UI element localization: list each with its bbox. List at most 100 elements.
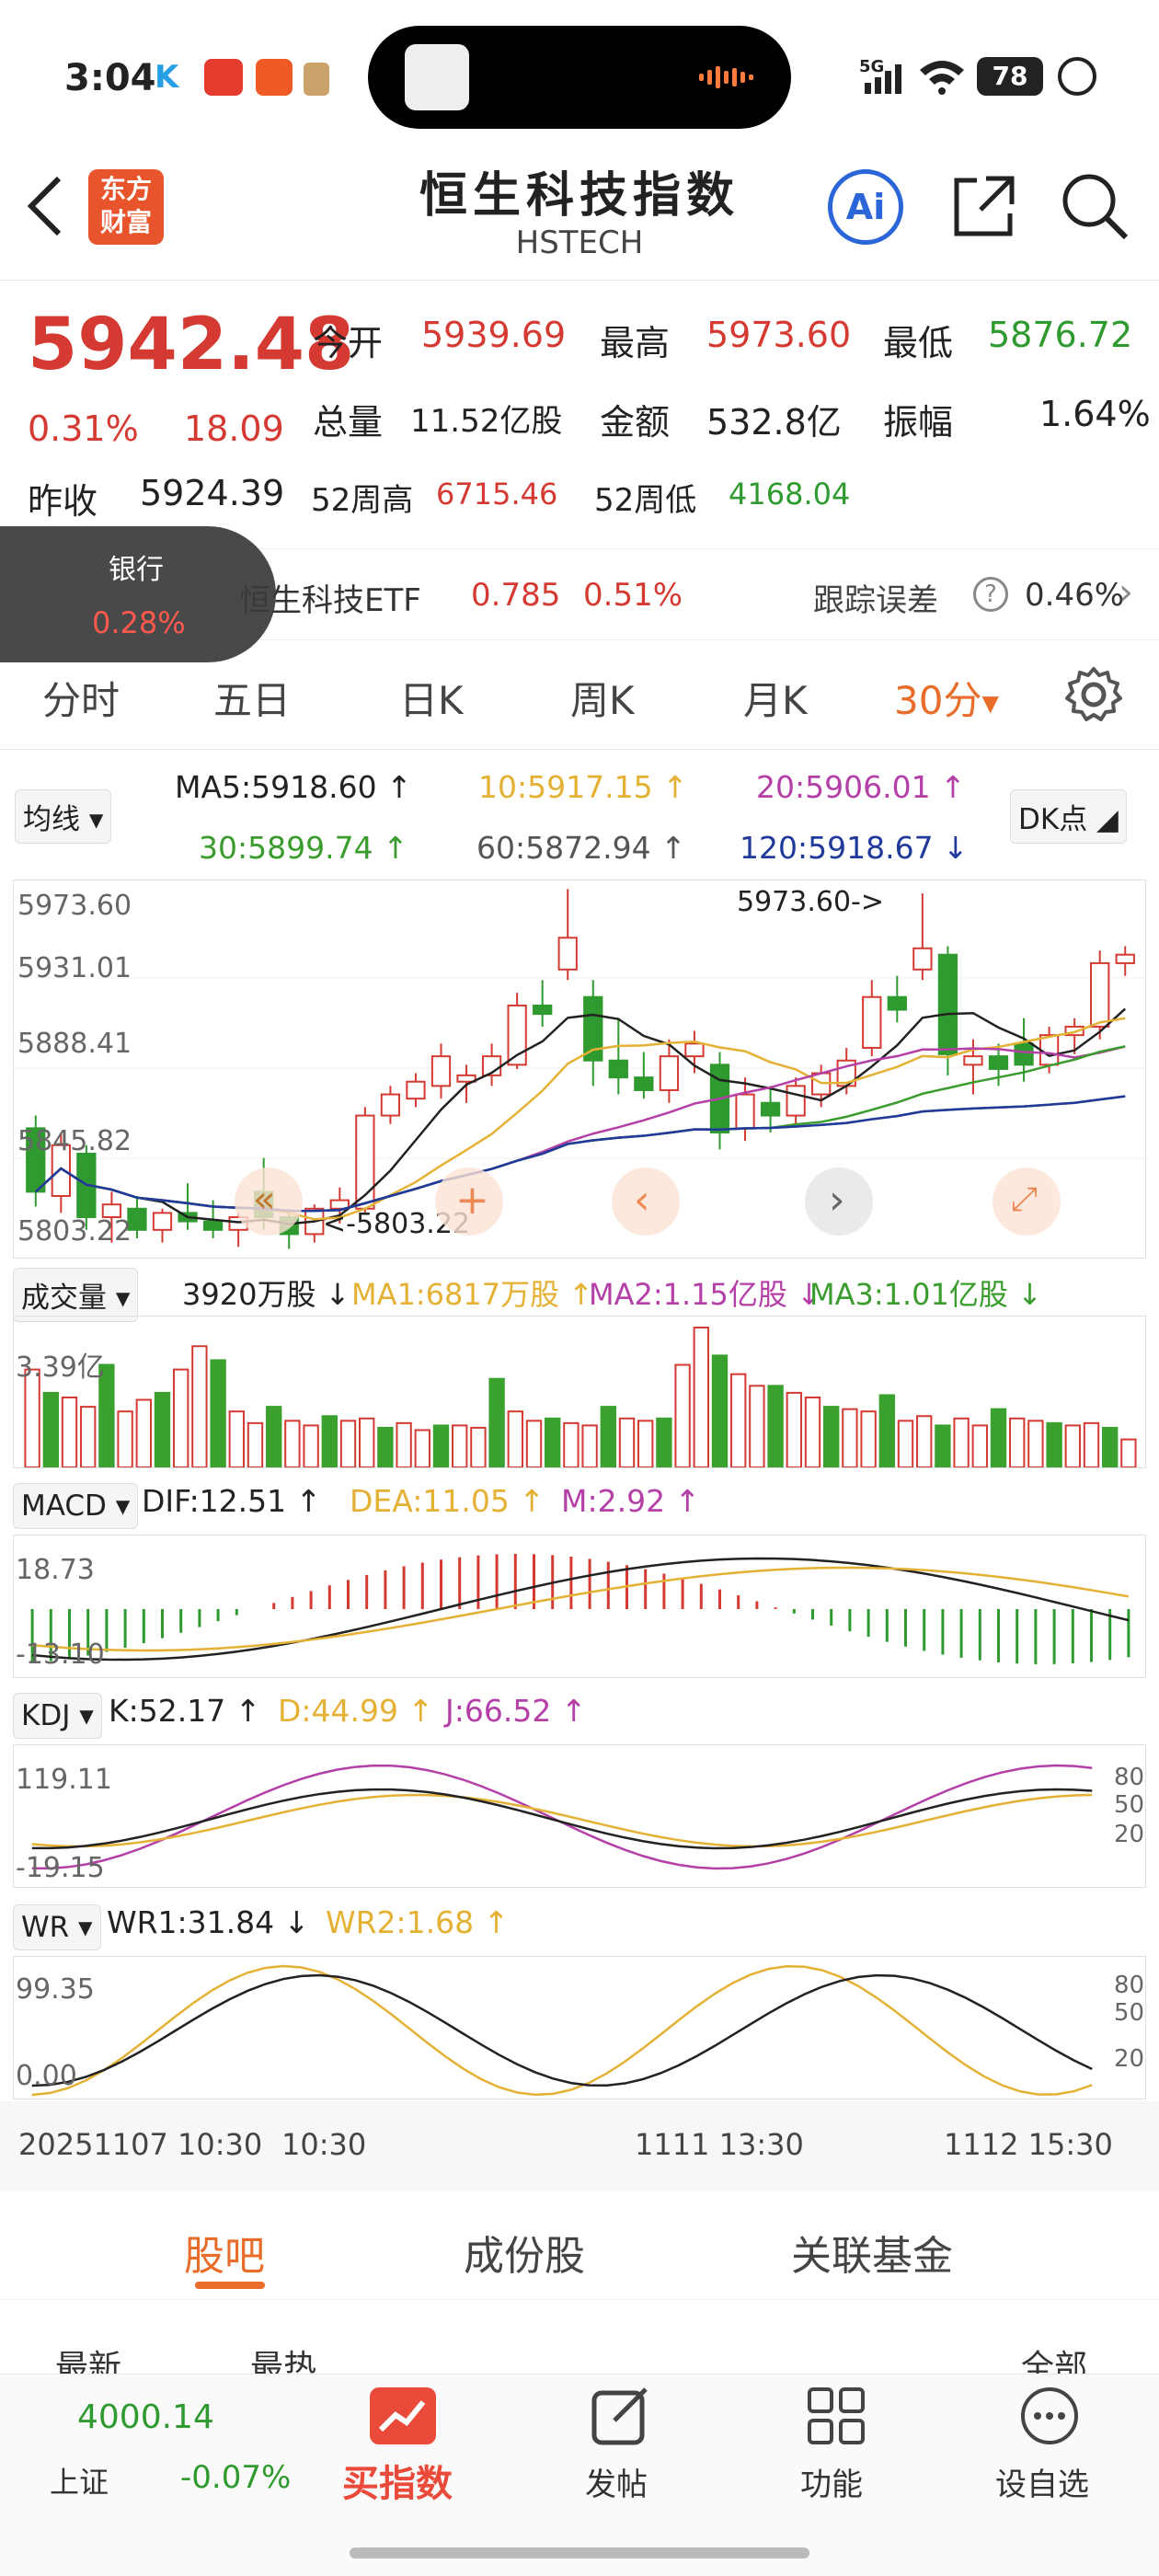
fast-backward-button[interactable]: « (235, 1167, 303, 1236)
volume-bar (563, 1421, 580, 1467)
content-tabs: 股吧 成份股 关联基金 (0, 2199, 1159, 2300)
macd-chart[interactable]: 18.73 -13.10 (13, 1535, 1146, 1678)
function-button[interactable]: 功能 (800, 2467, 863, 2503)
candle-body (862, 995, 882, 1049)
amount-label: 金额 (600, 402, 671, 443)
volume-bar (377, 1426, 394, 1467)
volume-bar (711, 1354, 729, 1467)
search-icon[interactable] (1058, 169, 1131, 247)
filter-latest[interactable]: 最新 (55, 2349, 122, 2374)
volume-bar (897, 1420, 914, 1467)
macd-axis-min: -13.10 (16, 1639, 105, 1671)
prev-close-label: 昨收 (28, 481, 98, 522)
volume-bar (971, 1424, 988, 1467)
ma20-line (34, 1045, 1126, 1213)
filter-hot[interactable]: 最热 (250, 2349, 317, 2374)
current-price: 5942.48 (28, 304, 355, 386)
volume-bar (135, 1398, 152, 1467)
ma-selector[interactable]: 均线 ▾ (15, 789, 112, 844)
candle-body (659, 1055, 680, 1091)
volume-bar (804, 1397, 821, 1467)
dynamic-island[interactable] (368, 26, 791, 129)
tab-constituents[interactable]: 成份股 (464, 2233, 585, 2280)
scroll-right-button[interactable]: › (805, 1167, 873, 1236)
volume-bar (339, 1420, 357, 1467)
volume-bar (545, 1417, 561, 1467)
ma60-value: 60:5872.94 ↑ (476, 830, 686, 866)
volume-selector[interactable]: 成交量 ▾ (13, 1268, 139, 1322)
candle-body (533, 1004, 553, 1016)
app-k-icon: K (155, 59, 179, 96)
audio-wave-icon (699, 66, 758, 88)
volume-selector-label: 成交量 (21, 1282, 107, 1315)
status-bar: 3:04 K 5G 78 (0, 0, 1159, 156)
tab-five-day[interactable]: 五日 (213, 678, 292, 723)
macd-selector[interactable]: MACD ▾ (13, 1483, 139, 1529)
change-value: 18.09 (184, 408, 284, 449)
volume-bar (210, 1359, 226, 1467)
volume-bar (61, 1397, 78, 1467)
volume-bar (359, 1417, 375, 1467)
candle-body (583, 995, 603, 1062)
buy-index-button[interactable]: 买指数 (342, 2463, 453, 2505)
candle-body (152, 1212, 173, 1231)
tab-daily-k[interactable]: 日K (399, 678, 464, 723)
volume-bar (284, 1420, 301, 1467)
volume-ma2: MA2:1.15亿股 ↓ (589, 1277, 821, 1312)
kdj-chart[interactable]: 119.11 -19.15 80 50 20 (13, 1744, 1146, 1888)
kline-chart[interactable]: 5973.60 5931.01 5888.41 5845.82 5803.22 … (13, 880, 1147, 1259)
tab-monthly-k[interactable]: 月K (743, 678, 808, 723)
wr-tick-80: 80 (1114, 1972, 1145, 1999)
open-value: 5939.69 (421, 315, 567, 355)
add-watchlist-button[interactable]: 设自选 (995, 2467, 1089, 2503)
zoom-in-button[interactable]: + (435, 1167, 503, 1236)
ai-button[interactable]: Ai (828, 169, 903, 245)
home-indicator (350, 2547, 809, 2559)
volume-bar (396, 1421, 412, 1467)
feed-filter-row: 最新 最热 全部 (0, 2300, 1159, 2374)
charging-icon (1058, 57, 1096, 96)
tab-intraday[interactable]: 分时 (42, 678, 120, 723)
filter-all[interactable]: 全部 (1021, 2349, 1088, 2374)
kdj-svg (31, 1764, 1093, 1870)
wr-axis-min: 0.00 (16, 2060, 77, 2092)
help-icon[interactable]: ? (973, 577, 1008, 612)
wr-selector[interactable]: WR ▾ (13, 1904, 101, 1950)
bank-floating-badge[interactable]: 银行 0.28% (0, 526, 276, 662)
high-marker: 5973.60-> (737, 886, 885, 918)
kline-axis-4: 5845.82 (17, 1125, 132, 1157)
page-header: 东方 财富 恒生科技指数 HSTECH Ai (0, 156, 1159, 281)
settings-gear-icon[interactable] (1063, 664, 1124, 729)
wr-chart[interactable]: 99.35 0.00 80 50 20 (13, 1956, 1146, 2099)
tab-weekly-k[interactable]: 周K (570, 678, 635, 723)
tab-30min[interactable]: 30分▼ (894, 670, 999, 726)
scroll-left-button[interactable]: ‹ (612, 1167, 680, 1236)
candle-body (507, 1004, 527, 1066)
ma-selector-label: 均线 (23, 803, 80, 836)
status-time: 3:04 (64, 57, 156, 99)
tab-related-funds[interactable]: 关联基金 (791, 2233, 953, 2280)
time-label-1: 20251107 10:30 (18, 2127, 263, 2162)
volume-bar (878, 1394, 895, 1467)
volume-bar (842, 1408, 858, 1467)
post-button[interactable]: 发帖 (585, 2467, 648, 2503)
volume-ma1: MA1:6817万股 ↑ (351, 1277, 594, 1312)
candle-body (202, 1220, 224, 1231)
kdj-selector[interactable]: KDJ ▾ (13, 1693, 102, 1739)
volume-chart[interactable]: 3.39亿 (13, 1316, 1146, 1468)
time-axis: 20251107 10:30 10:30 1111 13:30 1112 15:… (0, 2101, 1159, 2191)
macd-axis-max: 18.73 (16, 1554, 95, 1586)
misc-app-icon (304, 63, 329, 96)
candle-body (557, 937, 578, 971)
etf-price: 0.785 (471, 577, 561, 614)
fullscreen-button[interactable]: ⤢ (993, 1167, 1061, 1236)
candle-body (1039, 1034, 1060, 1066)
tab-guba[interactable]: 股吧 (184, 2233, 265, 2280)
back-button[interactable] (22, 169, 66, 259)
period-tabs: 分时 五日 日K 周K 月K 30分▼ (0, 644, 1159, 750)
etf-row[interactable]: 恒生科技ETF 0.785 0.51% 跟踪误差 ? 0.46% › (0, 548, 1159, 640)
ma5-line (34, 1007, 1127, 1225)
share-icon[interactable] (949, 171, 1019, 245)
w52-high-value: 6715.46 (436, 477, 558, 512)
dk-selector[interactable]: DK点 ◢ (1010, 789, 1127, 844)
